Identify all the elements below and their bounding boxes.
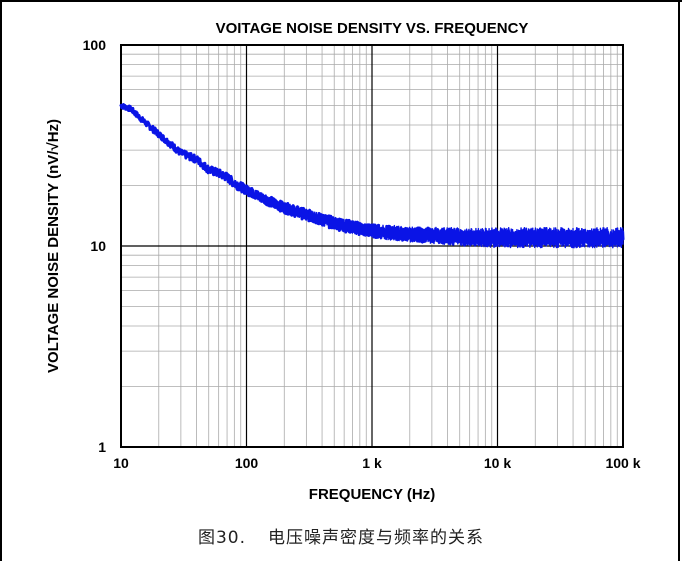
x-tick-label: 10 k xyxy=(484,455,511,471)
y-tick-labels: 1 10 100 xyxy=(83,37,107,455)
y-axis-label: VOLTAGE NOISE DENSITY (nV/√Hz) xyxy=(45,119,62,373)
noise-density-band xyxy=(233,179,624,249)
y-tick-label: 10 xyxy=(90,238,106,254)
x-tick-label: 10 xyxy=(113,455,129,471)
y-tick-label: 100 xyxy=(83,37,107,53)
chart-title: VOITAGE NOISE DENSITY VS. FREQUENCY xyxy=(216,20,529,37)
figure-top-border xyxy=(0,0,682,2)
caption-text: 电压噪声密度与频率的关系 xyxy=(268,528,485,548)
x-tick-labels: 10 100 1 k 10 k 100 k xyxy=(113,455,641,471)
x-tick-label: 1 k xyxy=(362,455,382,471)
caption-number: 图30. xyxy=(197,528,247,548)
y-tick-label: 1 xyxy=(98,439,106,455)
x-axis-label: FREQUENCY (Hz) xyxy=(309,486,435,503)
x-tick-label: 100 xyxy=(235,455,259,471)
figure-caption: 图30. 电压噪声密度与频率的关系 xyxy=(0,523,682,548)
x-tick-label: 100 k xyxy=(605,455,640,471)
plot-border xyxy=(120,44,624,448)
